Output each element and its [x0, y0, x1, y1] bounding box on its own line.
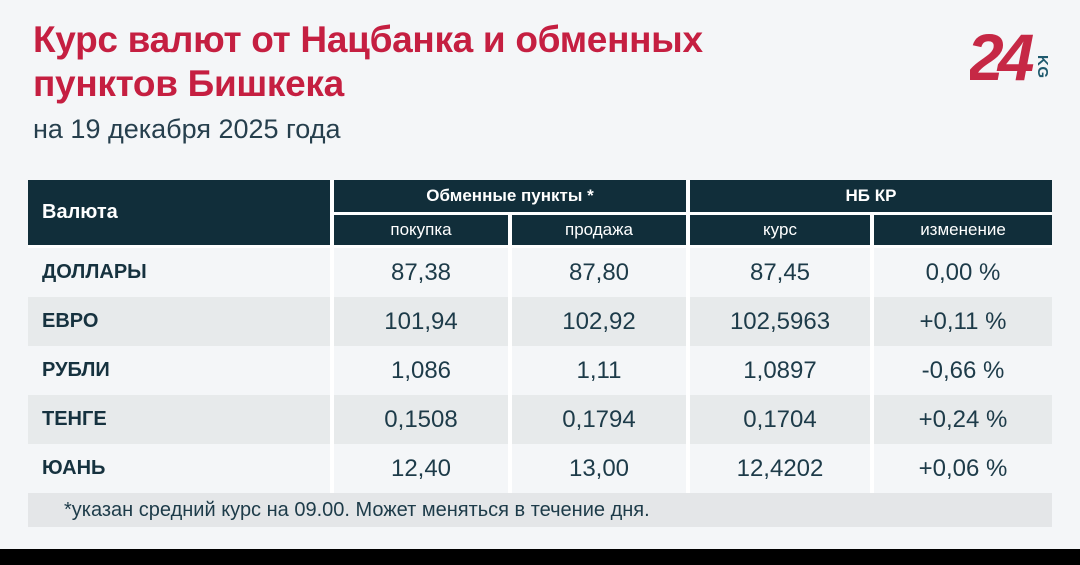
change-value: 0,00 % — [874, 248, 1052, 297]
subheader-rate: курс — [690, 215, 870, 245]
page-title: Курс валют от Нацбанка и обменных пункто… — [33, 19, 703, 105]
subheader-sell: продажа — [512, 215, 686, 245]
rate-value: 1,0897 — [690, 346, 870, 395]
currency-table: Валюта Обменные пункты * НБ КР покупка п… — [28, 180, 1052, 527]
rate-value: 0,1704 — [690, 395, 870, 444]
column-header-currency: Валюта — [28, 180, 330, 245]
change-value: +0,06 % — [874, 444, 1052, 493]
page-subtitle: на 19 декабря 2025 года — [33, 114, 341, 144]
buy-value: 12,40 — [334, 444, 508, 493]
buy-value: 1,086 — [334, 346, 508, 395]
logo-kg-text: KG — [1034, 55, 1050, 79]
change-value: +0,24 % — [874, 395, 1052, 444]
subheader-change: изменение — [874, 215, 1052, 245]
sell-value: 102,92 — [512, 297, 686, 346]
sell-value: 0,1794 — [512, 395, 686, 444]
currency-name: ЮАНЬ — [28, 444, 330, 493]
buy-value: 101,94 — [334, 297, 508, 346]
change-value: +0,11 % — [874, 297, 1052, 346]
sell-value: 13,00 — [512, 444, 686, 493]
subheader-buy: покупка — [334, 215, 508, 245]
logo-24-text: 24 — [970, 24, 1034, 84]
logo-24kg-icon: 24 KG — [970, 24, 1050, 84]
group-header-exchange-offices: Обменные пункты * — [334, 180, 686, 212]
currency-name: ТЕНГЕ — [28, 395, 330, 444]
currency-name: ДОЛЛАРЫ — [28, 248, 330, 297]
currency-name: ЕВРО — [28, 297, 330, 346]
buy-value: 87,38 — [334, 248, 508, 297]
buy-value: 0,1508 — [334, 395, 508, 444]
sell-value: 87,80 — [512, 248, 686, 297]
bottom-black-bar — [0, 549, 1080, 565]
group-header-nbkr: НБ КР — [690, 180, 1052, 212]
currency-name: РУБЛИ — [28, 346, 330, 395]
rate-value: 87,45 — [690, 248, 870, 297]
sell-value: 1,11 — [512, 346, 686, 395]
footnote-bar: *указан средний курс на 09.00. Может мен… — [28, 493, 1052, 527]
change-value: -0,66 % — [874, 346, 1052, 395]
rate-value: 12,4202 — [690, 444, 870, 493]
rate-value: 102,5963 — [690, 297, 870, 346]
